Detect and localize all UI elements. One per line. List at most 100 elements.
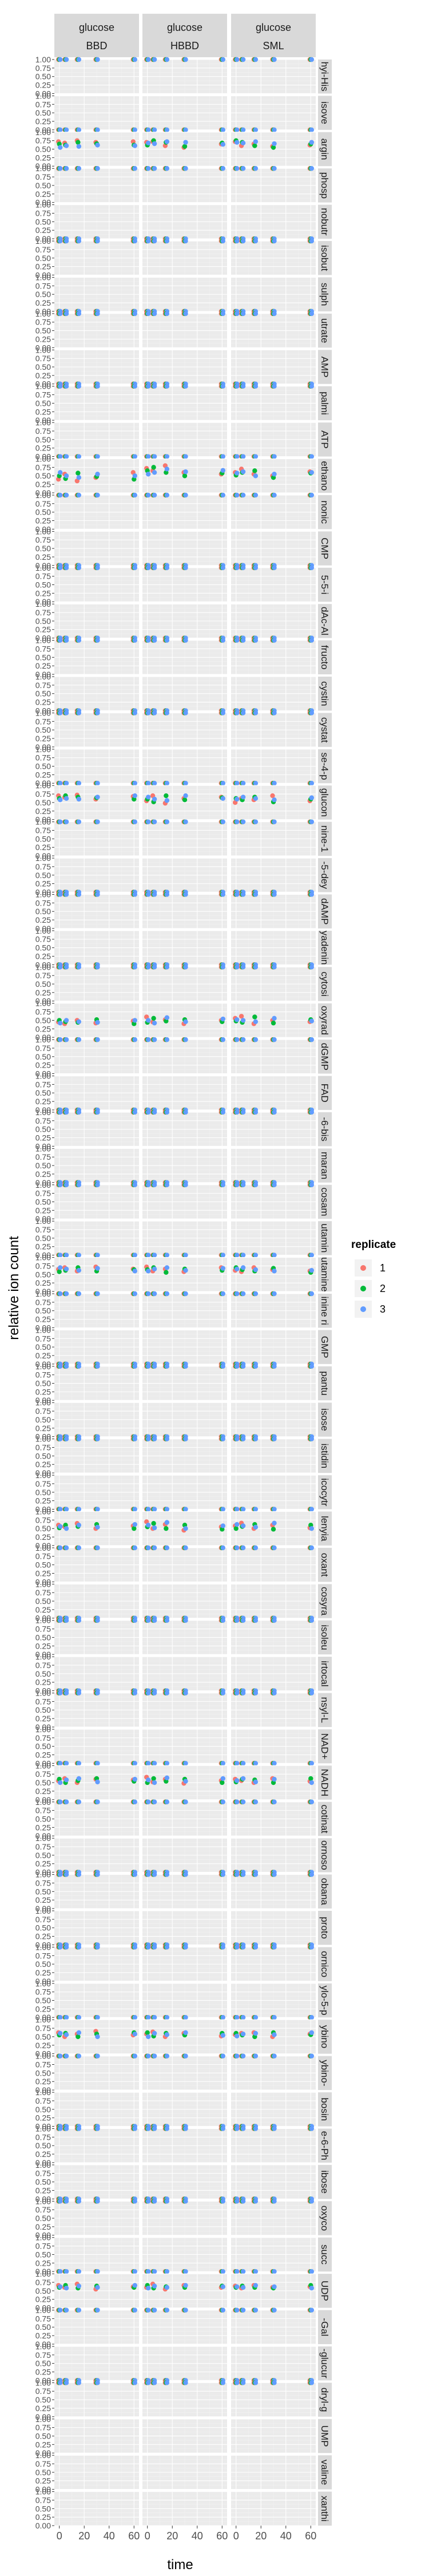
facet-panel xyxy=(142,1436,227,1473)
facet-panel xyxy=(142,1583,227,1621)
data-point xyxy=(272,1690,277,1696)
data-point xyxy=(220,1618,225,1623)
facet-panel xyxy=(231,1545,316,1582)
data-point xyxy=(240,1364,246,1369)
facet-panel xyxy=(231,1037,316,1074)
facet-panel xyxy=(231,1656,316,1693)
data-point xyxy=(95,1618,100,1623)
facet-row-28 xyxy=(54,1075,316,1113)
data-point xyxy=(235,454,240,459)
facet-panel xyxy=(54,57,139,94)
data-point xyxy=(151,465,156,470)
facet-panel xyxy=(231,1291,316,1328)
data-point xyxy=(164,166,170,171)
data-point xyxy=(164,1265,170,1270)
data-point xyxy=(76,140,81,145)
column-strip-bg xyxy=(54,14,139,57)
facet-row-49 xyxy=(54,1838,316,1875)
data-point xyxy=(164,1253,170,1258)
data-point xyxy=(253,57,259,62)
data-point xyxy=(183,1364,188,1369)
data-point xyxy=(253,492,259,498)
facet-panel xyxy=(54,132,139,167)
data-point xyxy=(164,892,170,897)
data-point xyxy=(152,454,157,459)
facet-panel xyxy=(142,1257,227,1292)
data-point xyxy=(132,638,137,643)
data-point xyxy=(272,454,277,459)
data-point xyxy=(235,1364,240,1369)
data-point xyxy=(152,1182,157,1187)
data-point xyxy=(58,1182,63,1187)
data-point xyxy=(253,1507,259,1512)
column-strip-name: glucose xyxy=(167,22,202,33)
data-point xyxy=(76,1109,82,1115)
facet-row-29 xyxy=(54,1109,316,1147)
data-point xyxy=(152,1545,157,1551)
facet-panel xyxy=(54,1436,139,1473)
data-point xyxy=(95,1779,100,1785)
facet-panel xyxy=(231,1729,316,1766)
facet-panel xyxy=(231,1583,316,1621)
data-point xyxy=(152,1109,157,1115)
data-point xyxy=(183,793,188,799)
data-point xyxy=(309,1182,314,1187)
data-point xyxy=(183,1761,188,1766)
data-point xyxy=(272,1618,277,1623)
data-point xyxy=(146,819,151,824)
data-point xyxy=(63,143,69,148)
facet-panel xyxy=(142,1182,227,1219)
data-point xyxy=(183,311,188,317)
data-point xyxy=(76,1799,82,1804)
data-point xyxy=(95,454,100,459)
data-point xyxy=(164,1526,169,1531)
data-point xyxy=(63,1018,69,1023)
data-point xyxy=(164,238,170,244)
data-point xyxy=(235,384,240,389)
data-point xyxy=(253,311,259,317)
facet-row-7 xyxy=(54,311,316,348)
data-point xyxy=(132,1776,137,1782)
data-point xyxy=(152,470,157,475)
data-point xyxy=(309,1780,314,1785)
facet-panel xyxy=(54,1220,139,1258)
data-point xyxy=(235,892,240,897)
data-point xyxy=(95,238,100,244)
facet-panel xyxy=(142,1109,227,1147)
data-point xyxy=(152,781,157,786)
data-point xyxy=(272,1182,277,1187)
data-point xyxy=(183,1779,188,1784)
data-point xyxy=(164,793,169,799)
data-point xyxy=(272,57,277,62)
data-point xyxy=(146,140,151,146)
data-point xyxy=(220,238,225,244)
data-point xyxy=(240,1109,246,1115)
facet-panel xyxy=(142,458,227,493)
data-point xyxy=(240,710,246,716)
data-point xyxy=(164,1618,170,1623)
facet-panel xyxy=(142,1765,227,1800)
facet-panel xyxy=(54,676,139,713)
data-point xyxy=(146,454,151,459)
data-point xyxy=(220,492,225,498)
data-point xyxy=(63,710,69,716)
data-point xyxy=(220,1182,225,1187)
facet-row-15 xyxy=(54,603,316,641)
data-point xyxy=(58,1037,63,1042)
facet-panel xyxy=(231,95,316,133)
data-point xyxy=(152,965,157,970)
facet-panel xyxy=(231,965,316,1002)
column-strip-bg xyxy=(142,14,227,57)
facet-panel xyxy=(231,676,316,713)
data-point xyxy=(252,1014,257,1020)
data-point xyxy=(240,565,246,570)
data-point xyxy=(146,1545,151,1551)
data-point xyxy=(183,1109,188,1115)
data-point xyxy=(58,892,63,897)
facet-panel xyxy=(54,492,139,530)
data-point xyxy=(63,127,69,133)
data-point xyxy=(63,1618,69,1623)
data-point xyxy=(152,1799,157,1804)
facet-row-21 xyxy=(54,819,316,856)
data-point xyxy=(152,1291,157,1297)
